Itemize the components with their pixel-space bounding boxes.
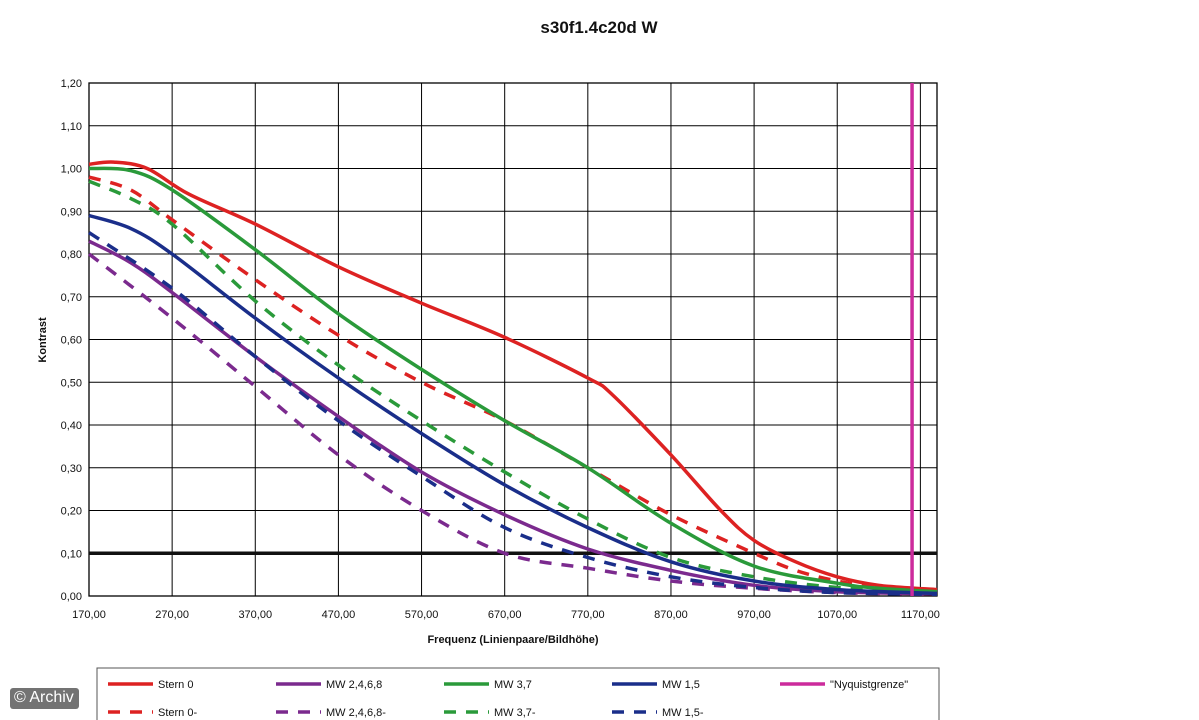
series-line-2 — [88, 239, 938, 596]
x-tick-label: 770,00 — [571, 609, 605, 621]
legend-label: MW 2,4,6,8- — [326, 707, 386, 719]
legend-label: MW 3,7 — [494, 679, 532, 691]
series-line-4 — [88, 166, 938, 594]
legend-box — [96, 667, 940, 720]
legend-label: MW 2,4,6,8 — [326, 679, 382, 691]
y-tick-label: 1,00 — [61, 164, 82, 176]
x-axis-label: Frequenz (Linienpaare/Bildhöhe) — [427, 634, 598, 646]
legend-label: MW 1,5 — [662, 679, 700, 691]
series-line-6 — [88, 213, 938, 596]
legend-label: Stern 0 — [158, 679, 193, 691]
x-tick-label: 1170,00 — [901, 609, 940, 621]
y-tick-label: 0,60 — [61, 335, 82, 347]
y-tick-label: 0,70 — [61, 292, 82, 304]
x-tick-label: 970,00 — [737, 609, 771, 621]
y-tick-label: 0,20 — [61, 506, 82, 518]
axis-layer: 0,00 0,10 0,20 0,30 0,40 0,50 0,60 0,70 0,80 0,90… — [61, 78, 940, 621]
series-line-0 — [88, 160, 938, 592]
y-tick-label: 0,80 — [61, 249, 82, 261]
y-tick-label: 1,10 — [61, 121, 82, 133]
y-axis-label: Kontrast — [37, 317, 49, 363]
series-layer — [87, 83, 938, 597]
x-tick-label: 1070,00 — [817, 609, 857, 621]
legend: Stern 0 MW 2,4,6,8 MW 3,7 MW 1,5 "Nyquistgre… — [96, 667, 940, 720]
series-line-1 — [88, 175, 938, 593]
y-tick-label: 0,40 — [61, 420, 82, 432]
grid — [88, 82, 938, 597]
y-tick-label: 0,10 — [61, 548, 82, 560]
watermark: © Archiv — [10, 688, 79, 709]
legend-label: "Nyquistgrenze" — [830, 679, 908, 691]
x-tick-label: 870,00 — [654, 609, 688, 621]
x-tick-label: 170,00 — [72, 609, 106, 621]
y-tick-label: 0,90 — [61, 206, 82, 218]
legend-label: MW 1,5- — [662, 707, 704, 719]
x-tick-label: 270,00 — [155, 609, 189, 621]
y-tick-label: 0,50 — [61, 377, 82, 389]
legend-label: Stern 0- — [158, 707, 197, 719]
x-tick-label: 370,00 — [238, 609, 272, 621]
plot-border — [88, 82, 938, 597]
series-line-5 — [88, 179, 938, 595]
x-tick-label: 470,00 — [322, 609, 356, 621]
y-tick-label: 0,30 — [61, 463, 82, 475]
x-tick-label: 570,00 — [405, 609, 439, 621]
legend-label: MW 3,7- — [494, 707, 536, 719]
y-tick-label: 1,20 — [61, 78, 82, 90]
series-line-7 — [88, 231, 938, 597]
y-tick-label: 0,00 — [61, 591, 82, 603]
x-tick-label: 670,00 — [488, 609, 522, 621]
chart-title: s30f1.4c20d W — [540, 18, 658, 37]
